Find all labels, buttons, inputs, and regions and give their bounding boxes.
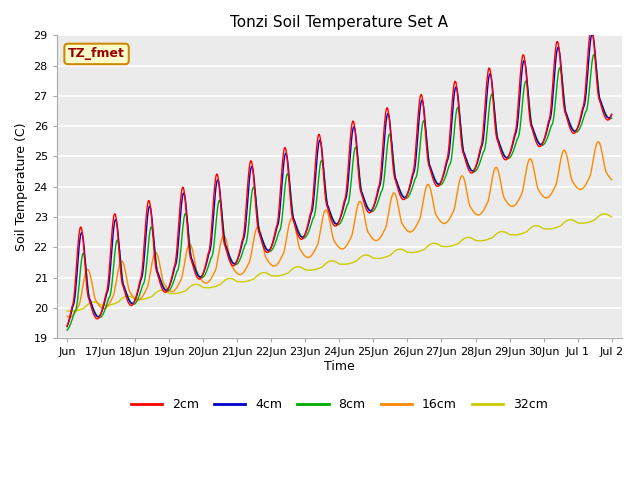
16cm [138, 294, 146, 300]
X-axis label: Time: Time [324, 360, 355, 373]
Line: 8cm: 8cm [67, 54, 612, 330]
16cm [507, 204, 515, 209]
32cm [608, 214, 616, 220]
16cm [595, 139, 602, 144]
2cm [72, 276, 79, 281]
Title: Tonzi Soil Temperature Set A: Tonzi Soil Temperature Set A [230, 15, 449, 30]
8cm [138, 286, 145, 292]
16cm [456, 180, 463, 185]
4cm [63, 324, 71, 329]
2cm [506, 149, 514, 155]
4cm [589, 31, 596, 37]
Line: 16cm: 16cm [67, 142, 612, 317]
16cm [524, 162, 531, 168]
2cm [183, 218, 191, 224]
32cm [72, 308, 80, 313]
4cm [138, 276, 145, 281]
16cm [66, 314, 74, 320]
Line: 4cm: 4cm [67, 34, 612, 326]
Y-axis label: Soil Temperature (C): Soil Temperature (C) [15, 122, 28, 251]
32cm [456, 240, 463, 246]
2cm [454, 103, 462, 109]
2cm [588, 25, 595, 31]
8cm [72, 307, 79, 313]
2cm [523, 77, 531, 83]
4cm [183, 212, 191, 218]
16cm [184, 245, 191, 251]
8cm [590, 51, 598, 57]
8cm [63, 327, 71, 333]
4cm [608, 112, 616, 118]
8cm [183, 216, 191, 221]
2cm [63, 324, 71, 329]
16cm [63, 313, 71, 319]
2cm [608, 111, 616, 117]
4cm [523, 72, 531, 77]
4cm [454, 98, 462, 104]
Legend: 2cm, 4cm, 8cm, 16cm, 32cm: 2cm, 4cm, 8cm, 16cm, 32cm [126, 393, 553, 416]
4cm [506, 150, 514, 156]
16cm [608, 177, 616, 182]
16cm [72, 308, 80, 313]
8cm [506, 154, 514, 160]
8cm [523, 79, 531, 85]
8cm [608, 115, 616, 121]
Text: TZ_fmet: TZ_fmet [68, 48, 125, 60]
4cm [72, 288, 79, 294]
2cm [138, 272, 145, 278]
32cm [524, 228, 531, 234]
32cm [601, 211, 609, 217]
32cm [63, 308, 71, 314]
Line: 2cm: 2cm [67, 28, 612, 326]
Line: 32cm: 32cm [67, 214, 612, 311]
32cm [184, 286, 191, 292]
8cm [454, 106, 462, 112]
32cm [507, 232, 515, 238]
32cm [138, 297, 146, 302]
32cm [67, 308, 75, 314]
